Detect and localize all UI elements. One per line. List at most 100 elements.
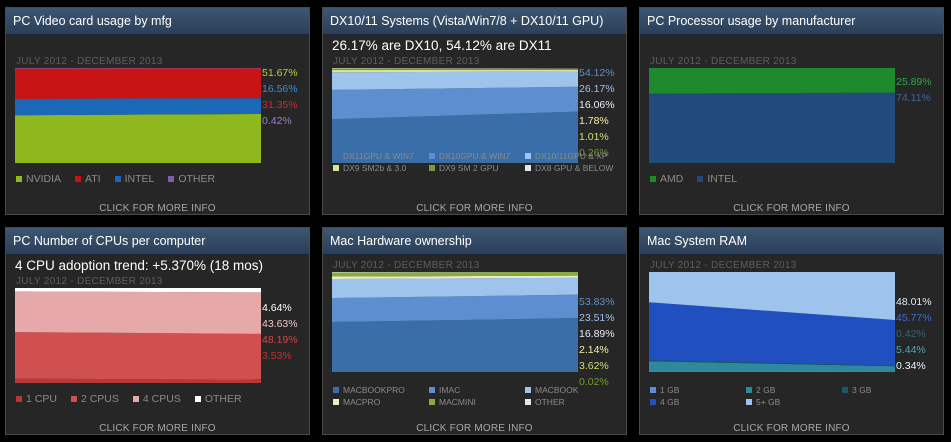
panel-title: Mac Hardware ownership (323, 228, 626, 255)
stacked-area-chart (15, 288, 261, 383)
legend-item: ATI (75, 173, 101, 185)
panel-processor[interactable]: PC Processor usage by manufacturer JULY … (639, 7, 944, 215)
legend-item: MACPRO (333, 397, 429, 407)
legend-swatch (333, 387, 339, 393)
value-labels: 54.12% 26.17% 16.06% 1.78% 1.01% 0.26% (579, 65, 625, 161)
legend-swatch (429, 153, 435, 159)
area-series-macbook (332, 277, 578, 298)
legend-label: OTHER (535, 397, 565, 407)
legend-item: IMAC (429, 385, 525, 395)
legend-item: OTHER (525, 397, 621, 407)
area-series-intel (649, 92, 895, 163)
area-series-dx9-sm2b-3-0 (332, 69, 578, 73)
legend-swatch (429, 387, 435, 393)
legend-swatch (650, 176, 656, 182)
legend-item: 4 CPUS (132, 393, 181, 405)
area-series-4-gb (649, 302, 895, 366)
chart-svg (649, 272, 895, 372)
area-series-1-cpu (15, 378, 261, 383)
legend-item: AMD (650, 173, 683, 185)
legend-label: DX9 SM2b & 3.0 (343, 163, 407, 173)
area-series-dx8-gpu-below (332, 68, 578, 69)
area-series-macmini (332, 272, 578, 277)
legend-swatch (842, 387, 848, 393)
value-label: 0.42% (896, 328, 926, 340)
value-label: 48.01% (896, 296, 932, 308)
panel-title: PC Number of CPUs per computer (6, 228, 309, 255)
legend-swatch (114, 176, 121, 182)
period-label: JULY 2012 - DECEMBER 2013 (16, 56, 163, 67)
area-series-2-gb (649, 361, 895, 372)
legend-label: MACBOOKPRO (343, 385, 405, 395)
panel-video-card[interactable]: PC Video card usage by mfg JULY 2012 - D… (5, 7, 310, 215)
area-series-intel (15, 98, 261, 116)
value-labels: 48.01% 45.77% 0.42% 5.44% 0.34% (896, 294, 942, 374)
legend-item: 3 GB (842, 385, 938, 395)
panel-headline: 26.17% are DX10, 54.12% are DX11 (332, 38, 552, 53)
panel-mac-ram[interactable]: Mac System RAM JULY 2012 - DECEMBER 2013… (639, 227, 944, 435)
value-label: 16.89% (579, 328, 615, 340)
value-label: 45.77% (896, 312, 932, 324)
legend-item: NVIDIA (16, 173, 61, 185)
legend-label: DX10/11GPU & XP (535, 151, 608, 161)
value-label: 4.64% (262, 302, 292, 314)
legend-label: INTEL (707, 173, 738, 185)
legend-item: 5+ GB (746, 397, 842, 407)
legend-label: DX8 GPU & BELOW (535, 163, 614, 173)
more-info-link[interactable]: CLICK FOR MORE INFO (733, 203, 850, 214)
legend-swatch (746, 387, 752, 393)
more-info-link[interactable]: CLICK FOR MORE INFO (416, 423, 533, 434)
area-series-other (332, 272, 578, 273)
area-series-1-gb (649, 371, 895, 372)
value-label: 3.53% (262, 350, 292, 362)
legend-item: DX10GPU & WIN7 (429, 151, 525, 161)
area-series-dx10gpu-win7 (332, 86, 578, 120)
legend: 1 GB 2 GB 3 GB 4 GB 5+ GB (650, 385, 940, 407)
legend-label: 5+ GB (756, 397, 781, 407)
legend-swatch (333, 165, 339, 171)
panel-title: Mac System RAM (640, 228, 943, 255)
panel-headline: 4 CPU adoption trend: +5.370% (18 mos) (15, 258, 264, 273)
legend-item: DX9 SM 2 GPU (429, 163, 525, 173)
legend: 1 CPU 2 CPUS 4 CPUS OTHER (16, 393, 306, 405)
legend-item: 2 CPUS (70, 393, 119, 405)
legend-swatch (525, 165, 531, 171)
more-info-link[interactable]: CLICK FOR MORE INFO (416, 203, 533, 214)
value-label: 5.44% (896, 344, 926, 356)
more-info-link[interactable]: CLICK FOR MORE INFO (733, 423, 850, 434)
panel-mac-hardware[interactable]: Mac Hardware ownership JULY 2012 - DECEM… (322, 227, 627, 435)
stacked-area-chart (649, 272, 895, 372)
value-label: 23.51% (579, 312, 615, 324)
chart-svg (15, 68, 261, 163)
value-label: 0.34% (896, 360, 926, 372)
legend-label: AMD (660, 173, 684, 185)
legend: AMD INTEL (650, 173, 940, 185)
chart-svg (15, 288, 261, 383)
value-label: 0.42% (262, 115, 292, 127)
period-label: JULY 2012 - DECEMBER 2013 (650, 56, 797, 67)
area-series-macpro (332, 275, 578, 279)
legend-label: 4 GB (660, 397, 680, 407)
legend-label: 1 CPU (26, 393, 57, 405)
legend-item: INTEL (114, 173, 154, 185)
legend-swatch (525, 387, 531, 393)
more-info-link[interactable]: CLICK FOR MORE INFO (99, 203, 216, 214)
legend: DX11GPU & WIN7 DX10GPU & WIN7 DX10/11GPU &… (333, 151, 623, 173)
panel-dx-systems[interactable]: DX10/11 Systems (Vista/Win7/8 + DX10/11 … (322, 7, 627, 215)
legend-label: DX9 SM 2 GPU (439, 163, 499, 173)
area-series-dx9-sm-2-gpu (332, 68, 578, 70)
legend-item: MACBOOK (525, 385, 621, 395)
value-label: 1.01% (579, 131, 609, 143)
value-label: 25.89% (896, 76, 932, 88)
legend-label: 2 GB (756, 385, 776, 395)
legend-label: MACMINI (439, 397, 476, 407)
legend-item: OTHER (194, 393, 242, 405)
legend: MACBOOKPRO IMAC MACBOOK MACPRO MACMINI OTHER (333, 385, 623, 407)
stacked-area-chart (332, 68, 578, 163)
value-label: 0.02% (579, 376, 609, 388)
area-series-imac (332, 294, 578, 322)
legend-label: IMAC (439, 385, 461, 395)
legend-item: DX8 GPU & BELOW (525, 163, 621, 173)
panel-cpus[interactable]: PC Number of CPUs per computer 4 CPU ado… (5, 227, 310, 435)
more-info-link[interactable]: CLICK FOR MORE INFO (99, 423, 216, 434)
